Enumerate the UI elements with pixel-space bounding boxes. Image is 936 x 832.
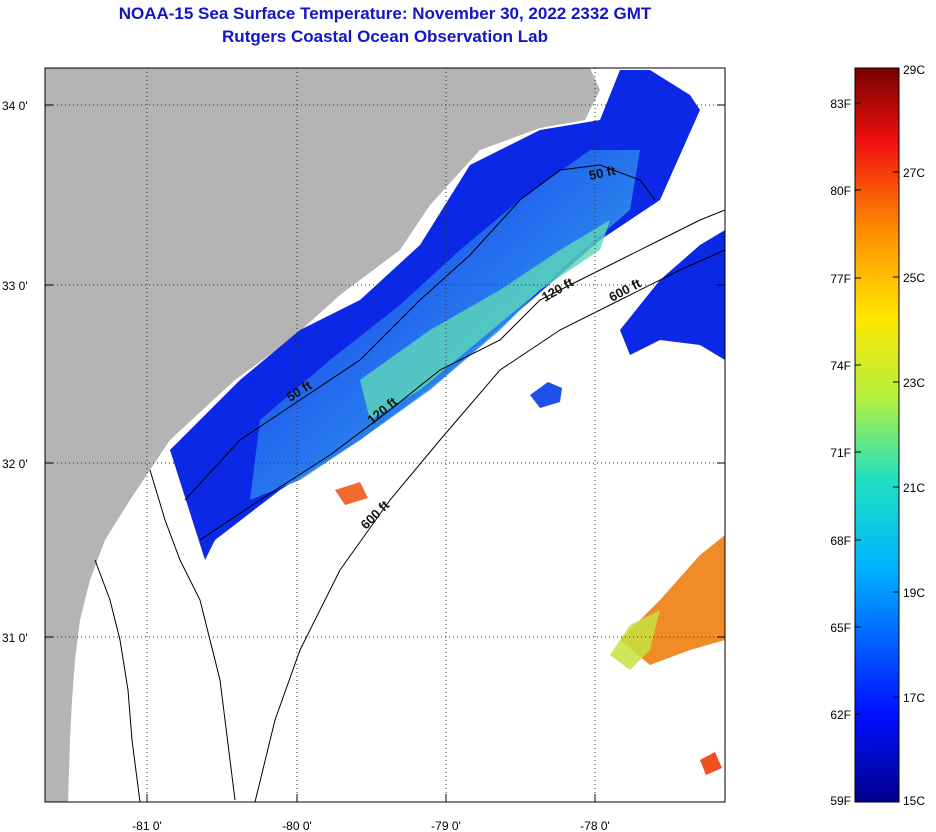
lon-label: -80 0' bbox=[282, 819, 312, 832]
graticule bbox=[45, 68, 725, 802]
coastline bbox=[149, 469, 236, 801]
colorbar-c-label: 25C bbox=[903, 271, 925, 285]
colorbar-c-label: 29C bbox=[903, 63, 925, 77]
contour-120ft bbox=[199, 209, 725, 541]
sst-east-patch bbox=[620, 230, 725, 360]
colorbar-f-label: 83F bbox=[830, 97, 851, 111]
map-border bbox=[44, 67, 726, 803]
lon-label: -79 0' bbox=[431, 819, 461, 832]
colorbar-c-label: 19C bbox=[903, 586, 925, 600]
colorbar-c-label: 17C bbox=[903, 691, 925, 705]
map-subtitle: Rutgers Coastal Ocean Observation Lab bbox=[222, 27, 548, 46]
colorbar-f-label: 77F bbox=[830, 272, 851, 286]
colorbar-c-label: 15C bbox=[903, 794, 925, 808]
contour-label-50ft: 50 ft bbox=[588, 163, 618, 183]
sst-warm-band bbox=[360, 220, 610, 420]
colorbar-f-label: 80F bbox=[830, 184, 851, 198]
contour-50ft bbox=[184, 164, 656, 501]
sst-warm-dot bbox=[335, 482, 368, 505]
coastline-inner bbox=[94, 559, 141, 802]
sst-warm-patch-edge bbox=[610, 610, 660, 670]
colorbar-f-label: 65F bbox=[830, 621, 851, 635]
tick-marks bbox=[45, 104, 725, 802]
colorbar-c-label: 23C bbox=[903, 376, 925, 390]
lon-label: -78 0' bbox=[580, 819, 610, 832]
colorbar-f-label: 74F bbox=[830, 359, 851, 373]
lat-label: 32 0' bbox=[2, 457, 28, 471]
map-title: NOAA-15 Sea Surface Temperature: Novembe… bbox=[118, 4, 652, 23]
contour-600ft bbox=[254, 249, 725, 802]
lat-label: 33 0' bbox=[2, 279, 28, 293]
sst-small-patch bbox=[530, 382, 562, 408]
colorbar-c-label: 21C bbox=[903, 481, 925, 495]
colorbar-c-label: 27C bbox=[903, 166, 925, 180]
sst-spot bbox=[700, 752, 722, 775]
colorbar-f-label: 71F bbox=[830, 446, 851, 460]
colorbar-ticks bbox=[855, 102, 899, 715]
colorbar bbox=[854, 67, 900, 803]
colorbar-f-label: 59F bbox=[830, 794, 851, 808]
lon-label: -81 0' bbox=[132, 819, 162, 832]
colorbar-f-label: 68F bbox=[830, 534, 851, 548]
colorbar-f-label: 62F bbox=[830, 708, 851, 722]
land-area bbox=[45, 68, 600, 802]
lat-label: 31 0' bbox=[2, 631, 28, 645]
lat-label: 34 0' bbox=[2, 99, 28, 113]
